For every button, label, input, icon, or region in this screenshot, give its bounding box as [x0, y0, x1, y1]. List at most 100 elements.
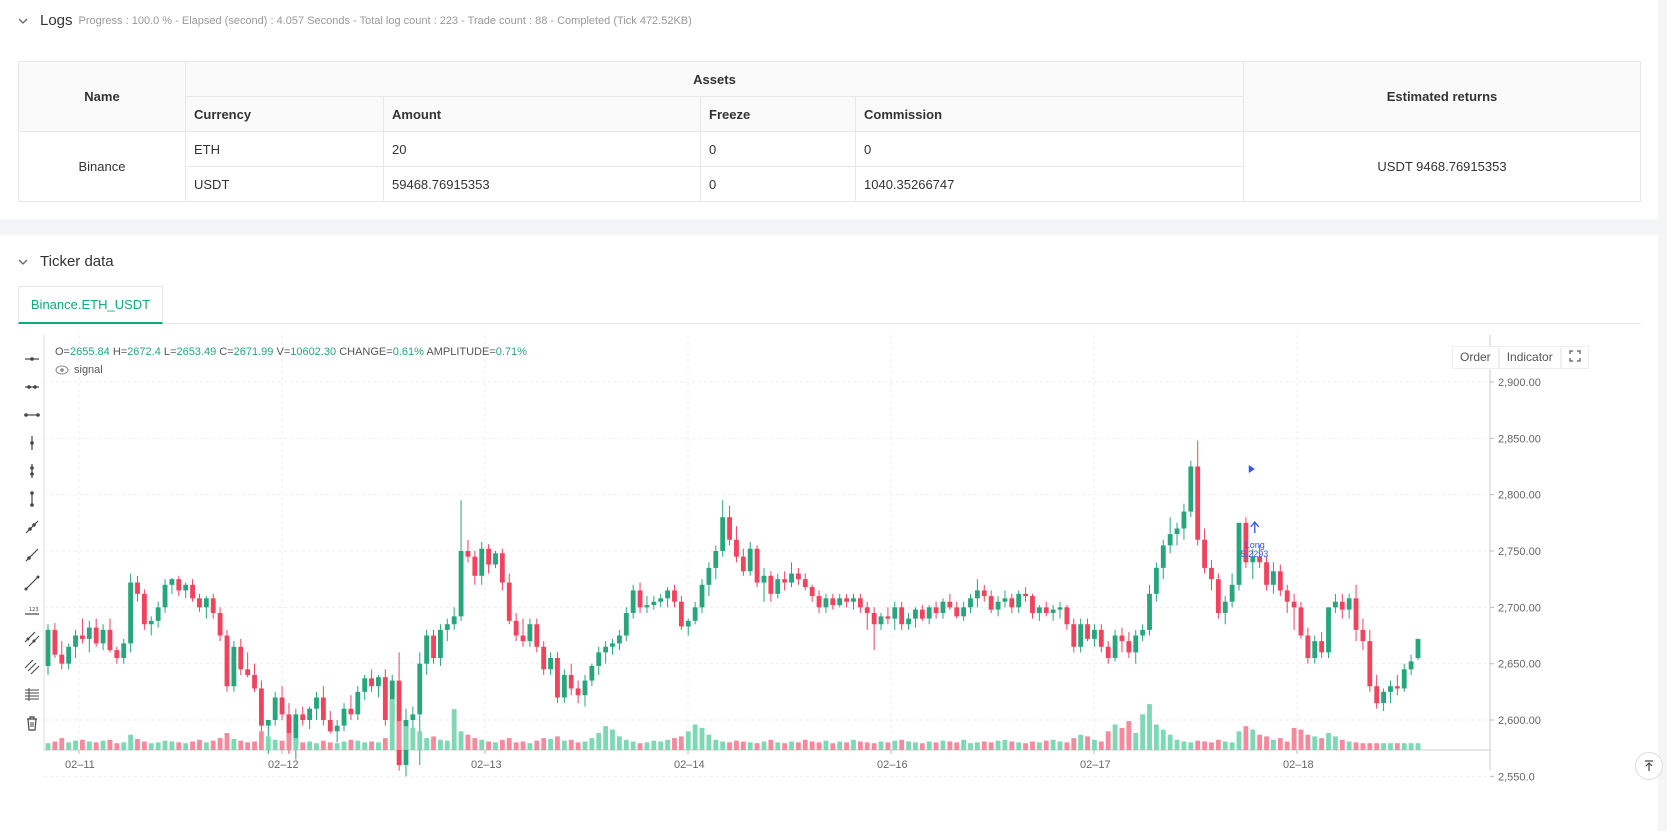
table-row: USDT 59468.76915353 0 1040.35266747: [19, 166, 1641, 202]
signal-legend[interactable]: signal: [55, 364, 103, 376]
candle-body: [107, 629, 113, 651]
high-label: H=: [112, 346, 128, 358]
candle-body: [706, 567, 712, 585]
ray-line-icon[interactable]: [20, 543, 44, 567]
signal-label: signal: [74, 364, 103, 376]
parallel-channel-icon[interactable]: [20, 627, 44, 651]
candle-body: [1016, 593, 1022, 608]
candle-body: [981, 590, 987, 597]
candle-body: [341, 708, 347, 726]
candle-body: [878, 616, 884, 625]
candle-body: [637, 590, 643, 608]
volume-bar: [954, 742, 960, 750]
candle-body: [727, 517, 732, 540]
price-tick-label: 2,750.00: [1498, 546, 1541, 558]
logs-header[interactable]: Logs Progress : 100.0 % - Elapsed (secon…: [18, 12, 692, 29]
progress-status: Progress : 100.0 % - Elapsed (second) : …: [78, 14, 692, 27]
price-channel-icon[interactable]: [20, 655, 44, 679]
horizontal-line-icon[interactable]: [20, 347, 44, 371]
exchange-name: Binance: [18, 131, 186, 202]
candle-body: [575, 688, 581, 696]
tab-binance-eth-usdt[interactable]: Binance.ETH_USDT: [18, 286, 163, 324]
amount-cell: 20: [383, 131, 701, 167]
volume-bar: [561, 740, 567, 750]
candle-body: [1319, 641, 1325, 653]
candlestick-chart[interactable]: 2,900.00 2,850.00 2,800.00 2,750.00 2,700.00…: [0, 335, 1658, 831]
candle-body: [231, 646, 237, 687]
volume-bar: [864, 742, 870, 750]
volume-bar: [658, 741, 664, 750]
volume-bar: [444, 740, 450, 750]
candle-body: [1030, 596, 1035, 613]
vertical-segment-icon[interactable]: [20, 487, 44, 511]
svg-text:123: 123: [29, 607, 39, 613]
volume-bar: [1353, 742, 1359, 750]
currency-cell: ETH: [185, 131, 384, 167]
candle-body: [795, 573, 801, 580]
chevron-down-icon[interactable]: [18, 257, 28, 267]
candle-body: [789, 573, 794, 583]
volume-bar: [86, 741, 92, 750]
fullscreen-icon[interactable]: [1560, 346, 1589, 369]
volume-bar: [1305, 734, 1311, 750]
volume-bar: [1229, 742, 1235, 750]
candle-body: [114, 650, 120, 659]
indicator-button[interactable]: Indicator: [1498, 346, 1561, 369]
volume-bar: [355, 740, 361, 750]
candle-body: [1064, 607, 1070, 625]
ticker-header[interactable]: Ticker data: [18, 253, 114, 270]
volume-bar: [155, 742, 161, 750]
trash-icon[interactable]: [20, 711, 44, 735]
volume-bar: [568, 739, 574, 750]
volume-bar: [1326, 733, 1331, 750]
candle-body: [1408, 661, 1414, 670]
chevron-down-icon[interactable]: [18, 16, 28, 26]
volume-bar: [52, 741, 58, 750]
volume-bar: [1036, 742, 1042, 750]
candle-body: [162, 584, 168, 608]
assets-table: Name Assets Estimated returns Currency A…: [18, 61, 1641, 202]
price-line-icon[interactable]: 123: [20, 599, 44, 623]
candle-body: [761, 575, 767, 583]
fibonacci-icon[interactable]: [20, 683, 44, 707]
scroll-to-top-button[interactable]: [1635, 752, 1663, 780]
vertical-line-icon[interactable]: [20, 431, 44, 455]
candle-body: [988, 596, 994, 610]
candle-body: [1236, 522, 1242, 585]
horizontal-segment-icon[interactable]: [20, 403, 44, 427]
vertical-ray-icon[interactable]: [20, 459, 44, 483]
candle-body: [1098, 629, 1104, 647]
candle-body: [1050, 609, 1056, 613]
candle-body: [885, 616, 891, 619]
logs-panel: Logs Progress : 100.0 % - Elapsed (secon…: [0, 0, 1658, 219]
volume-bar: [1098, 741, 1104, 750]
volume-bar: [327, 742, 333, 750]
candle-body: [513, 620, 519, 636]
candle-body: [1167, 534, 1173, 546]
order-button[interactable]: Order: [1452, 346, 1499, 369]
candle-body: [1326, 607, 1331, 653]
candle-body: [438, 629, 443, 659]
candle-body: [444, 624, 450, 630]
horizontal-ray-icon[interactable]: [20, 375, 44, 399]
segment-line-icon[interactable]: [20, 571, 44, 595]
volume-bar: [210, 740, 216, 750]
candle-body: [871, 612, 877, 625]
candle-body: [754, 548, 760, 583]
volume-bar: [1243, 726, 1249, 750]
candle-body: [1298, 607, 1304, 636]
candle-body: [1188, 466, 1194, 512]
candle-body: [334, 725, 340, 732]
volume-bar: [479, 739, 485, 750]
candle-body: [968, 598, 973, 608]
candle-body: [768, 575, 774, 594]
volume-bar: [190, 741, 195, 750]
volume-bar: [995, 740, 1001, 750]
candle-body: [1394, 686, 1400, 689]
eye-icon[interactable]: [55, 365, 69, 375]
volume-bar: [403, 726, 409, 750]
trend-line-icon[interactable]: [20, 515, 44, 539]
volume-bar: [1016, 742, 1022, 750]
candle-body: [66, 646, 72, 664]
candle-body: [300, 714, 306, 720]
